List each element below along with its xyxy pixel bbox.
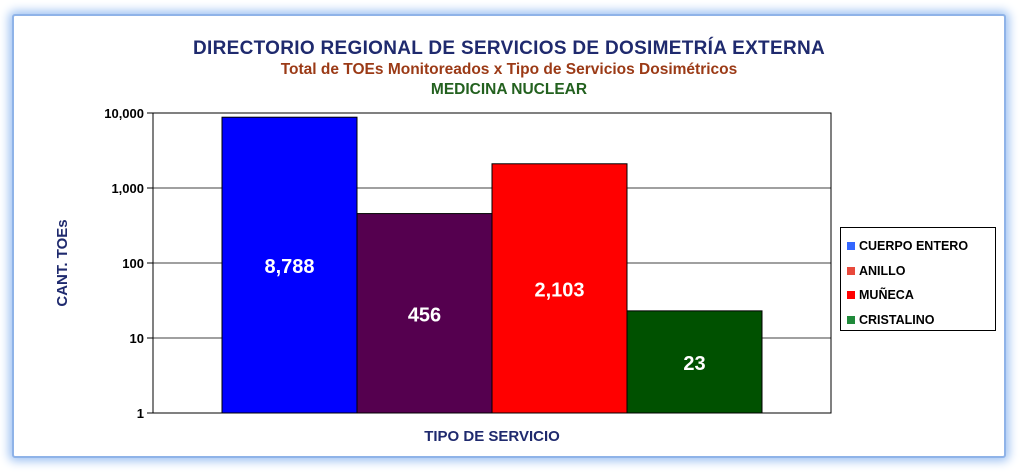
legend-swatch — [847, 315, 855, 324]
legend-swatch — [847, 266, 855, 275]
data-label: 8,788 — [264, 256, 314, 278]
y-tick-label: 10,000 — [104, 106, 144, 121]
bar — [626, 310, 763, 414]
bar — [356, 213, 493, 414]
y-tick-label: 1 — [137, 406, 144, 421]
legend-swatch — [847, 291, 855, 300]
y-axis-title: CANT. TOEs — [54, 219, 71, 306]
plot-area: 1 10 100 1,000 10,000 8,788 456 2,103 23 TIPO DE … — [54, 106, 832, 445]
title-block: DIRECTORIO REGIONAL DE SERVICIOS DE DOSI… — [14, 38, 1004, 100]
legend-label: CRISTALINO — [859, 312, 935, 327]
y-tick-label: 100 — [122, 256, 144, 271]
legend-item: MUÑECA — [847, 283, 995, 308]
data-label: 2,103 — [534, 279, 584, 301]
chart-subtitle-2: MEDICINA NUCLEAR — [430, 81, 588, 98]
legend-item: CUERPO ENTERO — [847, 234, 995, 259]
legend-item: ANILLO — [847, 259, 995, 284]
data-label: 23 — [683, 353, 705, 375]
bar — [491, 163, 628, 414]
legend: CUERPO ENTERO ANILLO MUÑECA CRISTALINO — [840, 227, 996, 331]
legend-label: CUERPO ENTERO — [859, 239, 969, 254]
legend-label: ANILLO — [859, 263, 906, 278]
chart-title: DIRECTORIO REGIONAL DE SERVICIOS DE DOSI… — [192, 38, 826, 59]
y-tick-label: 1,000 — [111, 181, 144, 196]
x-axis-title: TIPO DE SERVICIO — [424, 428, 560, 445]
legend-item: CRISTALINO — [847, 308, 995, 333]
chart-subtitle: Total de TOEs Monitoreados x Tipo de Ser… — [280, 61, 738, 78]
y-tick-label: 10 — [130, 331, 144, 346]
chart-frame: DIRECTORIO REGIONAL DE SERVICIOS DE DOSI… — [12, 14, 1006, 458]
legend-swatch — [847, 242, 855, 251]
legend-label: MUÑECA — [859, 288, 914, 303]
bar — [221, 116, 358, 414]
data-label: 456 — [408, 304, 441, 326]
